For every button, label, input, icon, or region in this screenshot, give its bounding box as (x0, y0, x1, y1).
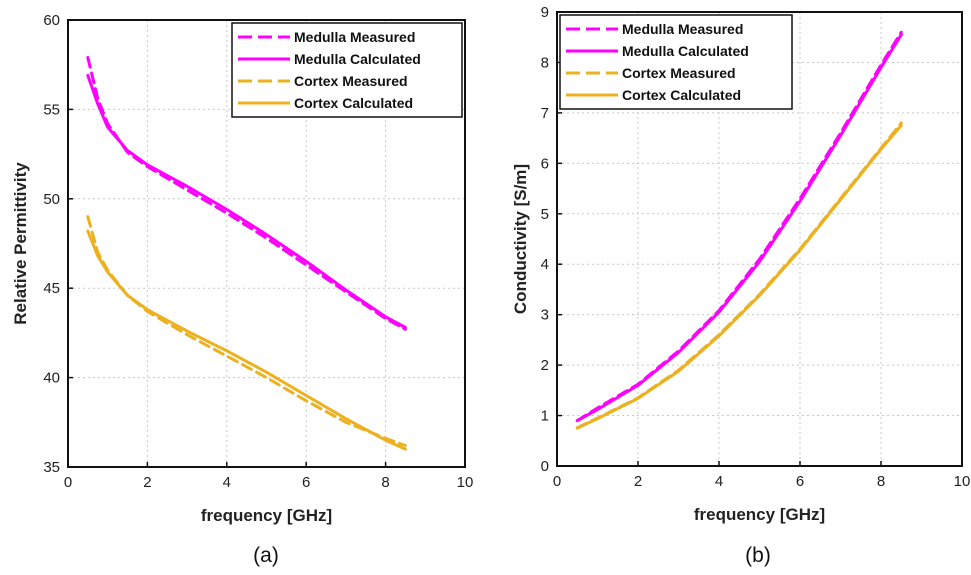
legend-box (559, 14, 793, 110)
chart-panel-0: 0 2 4 6 8 10 35 40 45 50 55 60 frequency [GHz] Relati… (11, 12, 473, 567)
y-tick-label: 35 (43, 459, 60, 476)
y-tick-label: 40 (43, 370, 60, 387)
y-tick-label: 8 (541, 54, 549, 71)
legend-box (231, 22, 463, 118)
x-tick-label: 6 (302, 474, 310, 491)
legend: Medulla Measured Medulla Calculated Cortex… (231, 22, 463, 118)
y-tick-label: 55 (43, 101, 60, 118)
y-tick-label: 45 (43, 280, 60, 297)
legend-label: Cortex Calculated (622, 87, 741, 103)
y-tick-label: 9 (541, 4, 549, 21)
series-line-3 (575, 124, 903, 430)
legend-label: Cortex Measured (294, 73, 408, 89)
x-axis-label: frequency [GHz] (694, 505, 825, 524)
y-tick-label: 2 (541, 357, 549, 374)
panel-caption: (a) (253, 544, 279, 567)
y-tick-label: 50 (43, 191, 60, 208)
legend-label: Medulla Measured (294, 29, 415, 45)
series-line-3 (86, 229, 407, 451)
x-tick-label: 8 (381, 474, 389, 491)
legend-label: Medulla Calculated (294, 51, 421, 67)
y-tick-label: 3 (541, 307, 549, 324)
y-tick-label: 5 (541, 206, 549, 223)
series-line-1 (86, 73, 407, 329)
series-line-2 (86, 215, 407, 447)
x-tick-label: 10 (954, 473, 971, 490)
y-tick-label: 0 (541, 458, 549, 475)
series-line-2 (575, 121, 903, 430)
plot-frame (556, 11, 963, 467)
series-line-1 (575, 33, 903, 423)
x-tick-label: 4 (223, 474, 231, 491)
y-tick-label: 6 (541, 155, 549, 172)
x-tick-label: 0 (64, 474, 72, 491)
x-tick-label: 2 (143, 474, 151, 491)
legend-label: Cortex Measured (622, 65, 736, 81)
y-tick-label: 1 (541, 408, 549, 425)
legend: Medulla Measured Medulla Calculated Cortex… (559, 14, 793, 110)
y-tick-label: 4 (541, 256, 549, 273)
x-tick-label: 0 (553, 473, 561, 490)
legend-label: Medulla Calculated (622, 43, 749, 59)
x-axis-label: frequency [GHz] (201, 506, 332, 525)
plot-frame (67, 19, 466, 468)
legend-label: Cortex Calculated (294, 95, 413, 111)
legend-label: Medulla Measured (622, 21, 743, 37)
chart-panel-1: 0 2 4 6 8 10 0 1 2 3 4 5 6 7 8 9 frequency [GHz] Conducti… (511, 4, 970, 567)
x-tick-label: 6 (796, 473, 804, 490)
x-tick-label: 2 (634, 473, 642, 490)
y-axis-label: Conductivity [S/m] (511, 164, 530, 314)
x-tick-label: 4 (715, 473, 723, 490)
panel-caption: (b) (745, 544, 771, 567)
y-axis-label: Relative Permittivity (11, 162, 30, 325)
y-tick-label: 7 (541, 105, 549, 122)
x-tick-label: 8 (877, 473, 885, 490)
x-tick-label: 10 (457, 474, 474, 491)
y-tick-label: 60 (43, 12, 60, 29)
